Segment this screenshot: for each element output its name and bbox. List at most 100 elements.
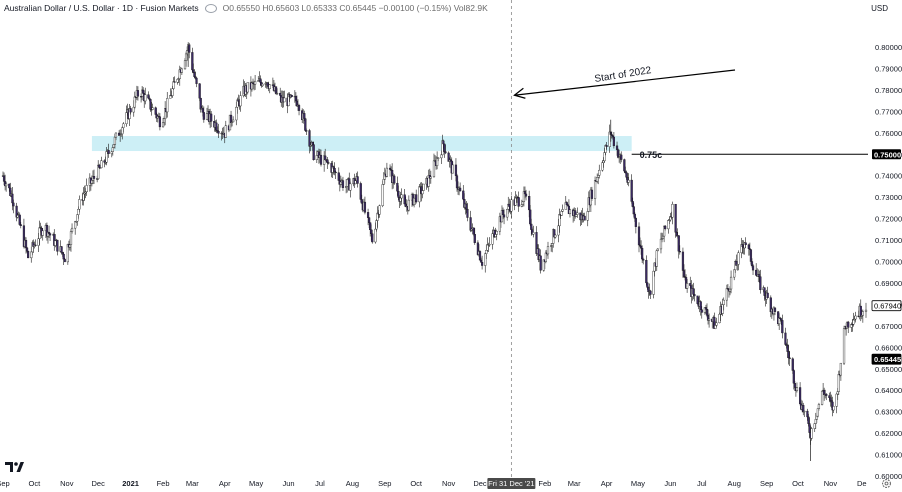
- candle-body: [369, 222, 372, 231]
- time-tick-label: Oct: [29, 479, 42, 488]
- candle-body: [864, 309, 868, 312]
- candle-body: [332, 166, 335, 169]
- candle-body: [649, 290, 652, 295]
- candle-body: [491, 233, 494, 245]
- candle-body: [451, 164, 454, 174]
- candle-body: [149, 99, 152, 110]
- candle-body: [154, 107, 157, 115]
- annotation-arrow[interactable]: [514, 69, 736, 96]
- candle-body: [63, 258, 66, 263]
- candle-body: [707, 318, 711, 321]
- candle-body: [659, 238, 663, 250]
- candle-body: [38, 227, 41, 239]
- candle-body: [161, 122, 165, 128]
- candle-body: [162, 118, 166, 123]
- candle-body: [508, 203, 511, 207]
- candle-body: [466, 208, 469, 218]
- candle-body: [388, 167, 392, 170]
- candle-body: [634, 218, 637, 227]
- candle-body: [817, 404, 821, 409]
- time-tick-label: May: [631, 479, 645, 488]
- candle-body: [199, 97, 202, 110]
- annotation-text[interactable]: Start of 2022: [594, 65, 653, 85]
- support-resistance-zone[interactable]: [91, 136, 632, 152]
- time-tick-label: Nov: [824, 479, 838, 488]
- candle-body: [399, 197, 402, 202]
- candle-body: [598, 169, 601, 176]
- time-tick-label: May: [249, 479, 263, 488]
- candle-body: [631, 201, 634, 207]
- price-badge: [871, 300, 902, 312]
- currency-label[interactable]: USD: [871, 4, 888, 13]
- time-tick-label: De: [857, 479, 867, 488]
- level-label: 0.75c: [640, 150, 663, 160]
- price-tick-label: 0.69000: [875, 279, 902, 288]
- eye-icon[interactable]: [204, 3, 217, 13]
- candle-body: [632, 206, 635, 215]
- candle-body: [590, 189, 594, 199]
- candle-body: [766, 292, 769, 298]
- candle-body: [339, 181, 342, 185]
- candle-body: [151, 107, 154, 110]
- ohlc-values: O0.65550 H0.65603 L0.65333 C0.65445 −0.0…: [222, 3, 488, 13]
- candle-body: [311, 142, 314, 145]
- candle-body: [601, 162, 604, 171]
- time-tick-label: Oct: [792, 479, 805, 488]
- candle-body: [715, 322, 718, 326]
- candle-body: [714, 325, 717, 329]
- candle-body: [627, 179, 630, 183]
- candle-body: [224, 125, 227, 138]
- candle-body: [544, 252, 548, 262]
- candle-body: [113, 136, 117, 145]
- time-tick-label: Apr: [219, 479, 231, 488]
- candle-body: [180, 68, 183, 73]
- candle-body: [48, 233, 52, 236]
- symbol-title[interactable]: Australian Dollar / U.S. Dollar · 1D · F…: [4, 3, 199, 13]
- candle-body: [437, 157, 440, 159]
- candle-body: [494, 234, 497, 237]
- candle-body: [696, 295, 699, 304]
- time-tick-label: Dec: [92, 479, 106, 488]
- candle-body: [750, 261, 754, 266]
- candle-body: [30, 251, 33, 259]
- price-tick-label: 0.67000: [875, 322, 902, 331]
- time-tick-label: Jul: [315, 479, 325, 488]
- candle-body: [808, 423, 811, 433]
- price-axis: 0.80000 0.79000 0.78000 0.77000 0.76000 0.750…: [871, 43, 902, 481]
- candle-body: [356, 176, 359, 184]
- candle-body: [61, 252, 64, 255]
- candle-body: [19, 224, 22, 226]
- time-tick-label: Sep: [0, 479, 10, 488]
- candle-body: [195, 77, 198, 84]
- candle-body: [319, 154, 323, 165]
- candle-body: [773, 307, 777, 312]
- candle-body: [455, 175, 459, 189]
- candle-body: [749, 249, 753, 262]
- candle-body: [664, 225, 667, 230]
- candle-body: [787, 351, 790, 359]
- candle-body: [359, 183, 362, 200]
- time-tick-label: Aug: [346, 479, 359, 488]
- candle-body: [229, 114, 233, 123]
- candle-body: [485, 250, 488, 254]
- candle-body: [835, 393, 838, 407]
- candle-body: [111, 147, 114, 152]
- candle-body: [186, 50, 189, 55]
- price-badge-text: 0.67940: [874, 302, 901, 311]
- candle-body: [747, 244, 750, 249]
- candle-body: [396, 182, 399, 192]
- candle-body: [324, 155, 327, 161]
- candle-body: [642, 258, 645, 261]
- candle-body: [721, 304, 724, 314]
- time-tick-label: Jun: [664, 479, 676, 488]
- candle-body: [275, 92, 279, 95]
- candle-body: [432, 160, 436, 178]
- candle-body: [235, 106, 238, 121]
- candle-body: [105, 151, 108, 163]
- candle-body: [472, 227, 475, 235]
- candle-body: [837, 374, 840, 392]
- candle-body: [575, 214, 578, 217]
- gear-icon[interactable]: [881, 478, 892, 489]
- candle-body: [646, 282, 649, 288]
